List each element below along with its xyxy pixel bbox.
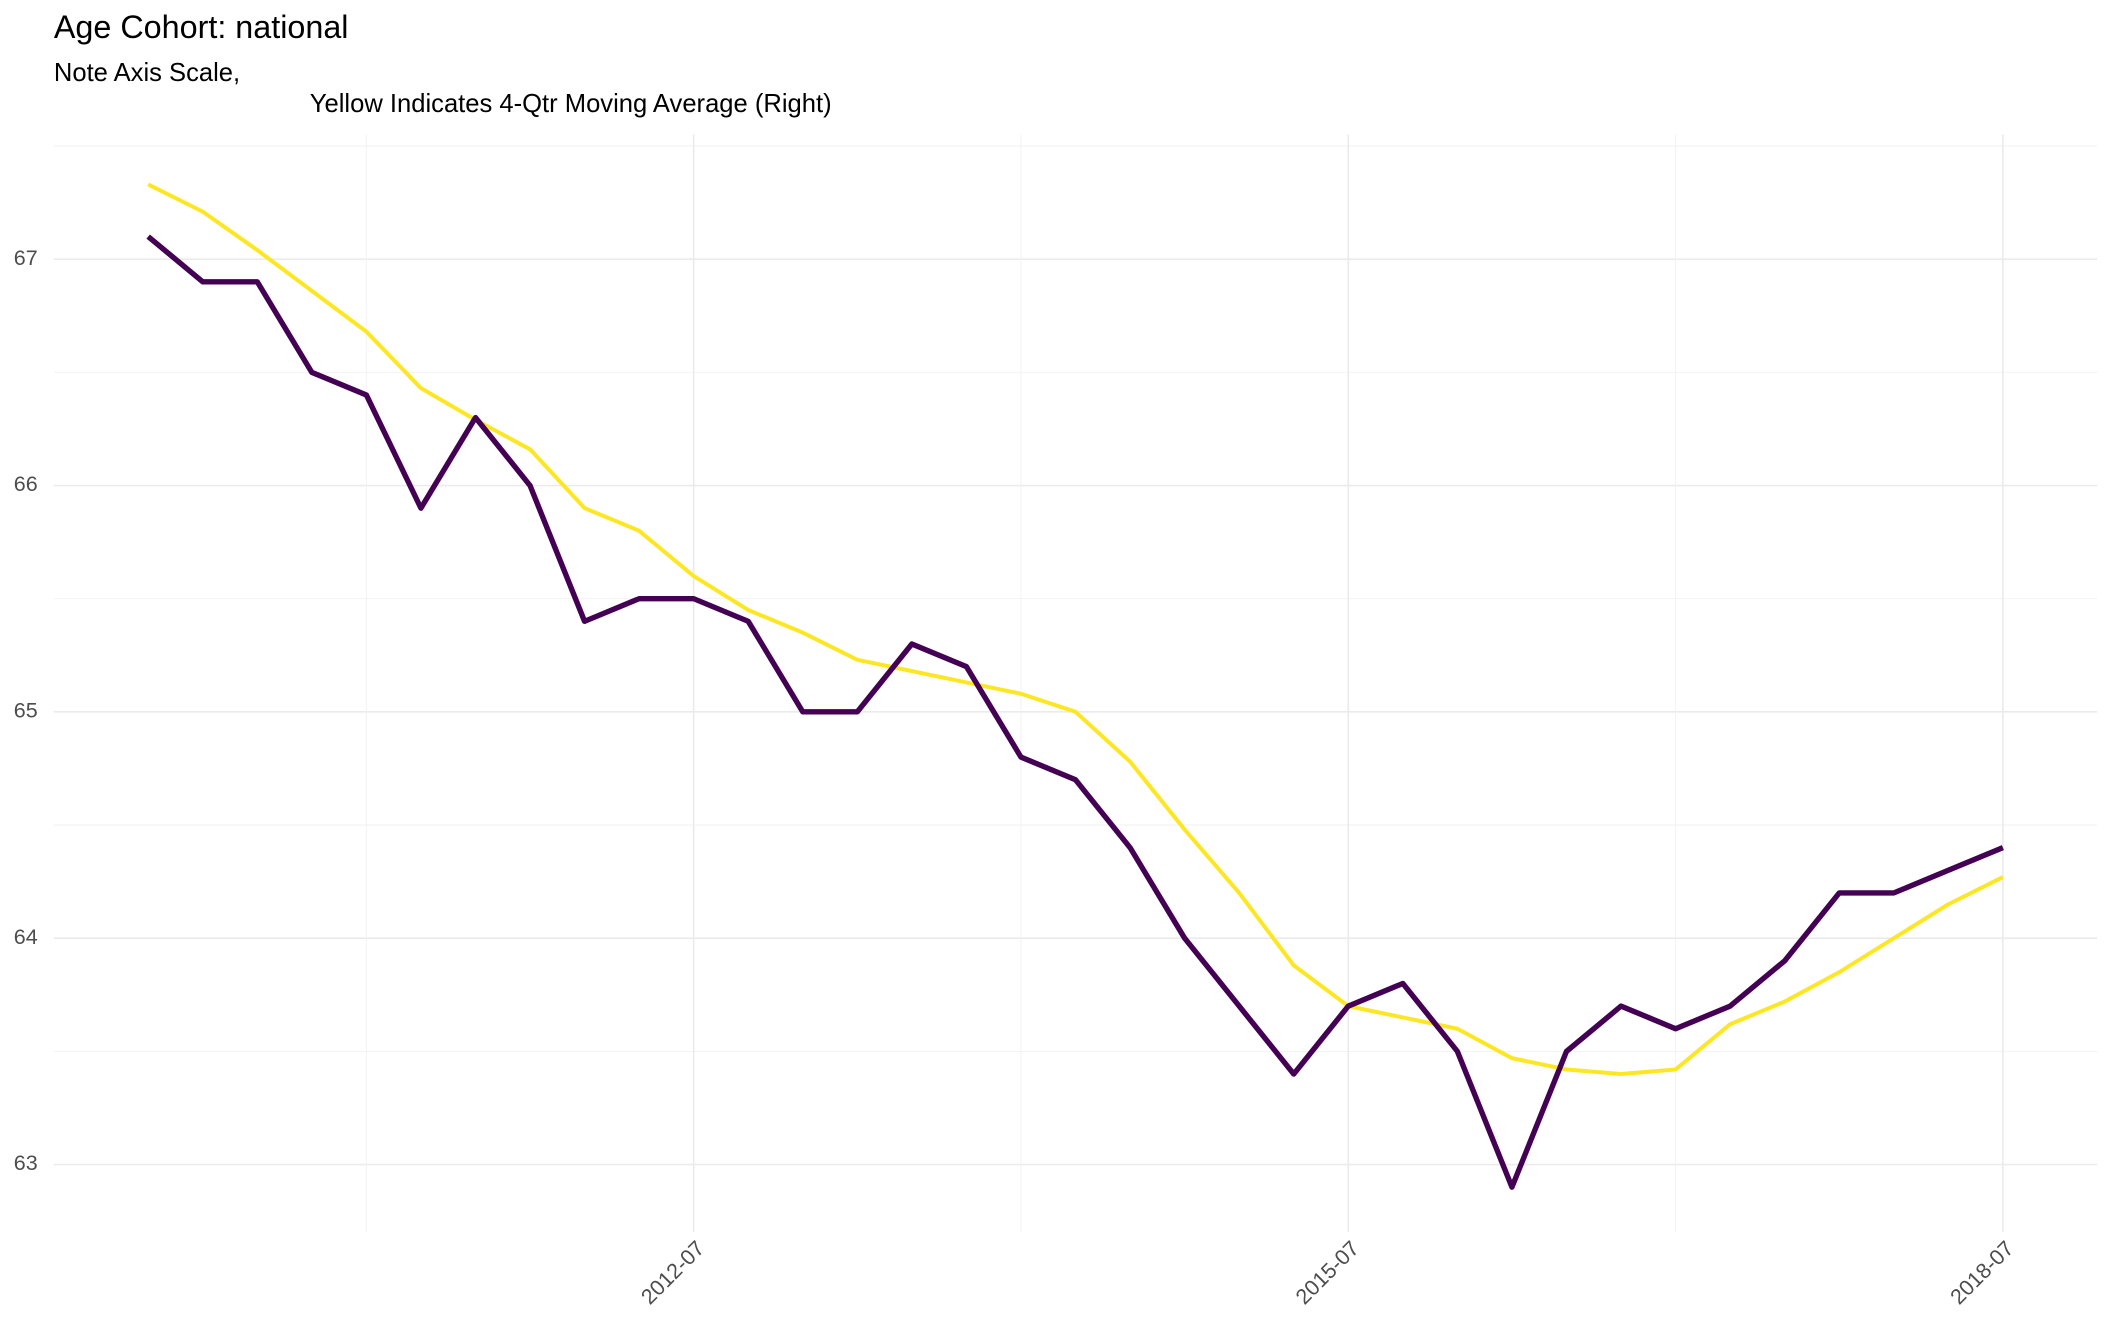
y-tick-label: 64 [14, 925, 38, 949]
chart-subtitle: Yellow Indicates 4-Qtr Moving Average (R… [310, 90, 832, 118]
y-tick-label: 65 [14, 699, 38, 723]
y-tick-label: 66 [14, 472, 38, 496]
x-tick-label: 2018-07 [1946, 1236, 2019, 1309]
y-tick-label: 63 [14, 1151, 38, 1175]
chart-title: Age Cohort: national [54, 9, 349, 45]
chart-subtitle: Note Axis Scale, [54, 59, 240, 87]
y-tick-label: 67 [14, 246, 38, 270]
x-tick-label: 2012-07 [636, 1236, 709, 1309]
line-series [147, 182, 2004, 1077]
x-tick-label: 2015-07 [1291, 1236, 1364, 1309]
line-series [146, 234, 2004, 1190]
